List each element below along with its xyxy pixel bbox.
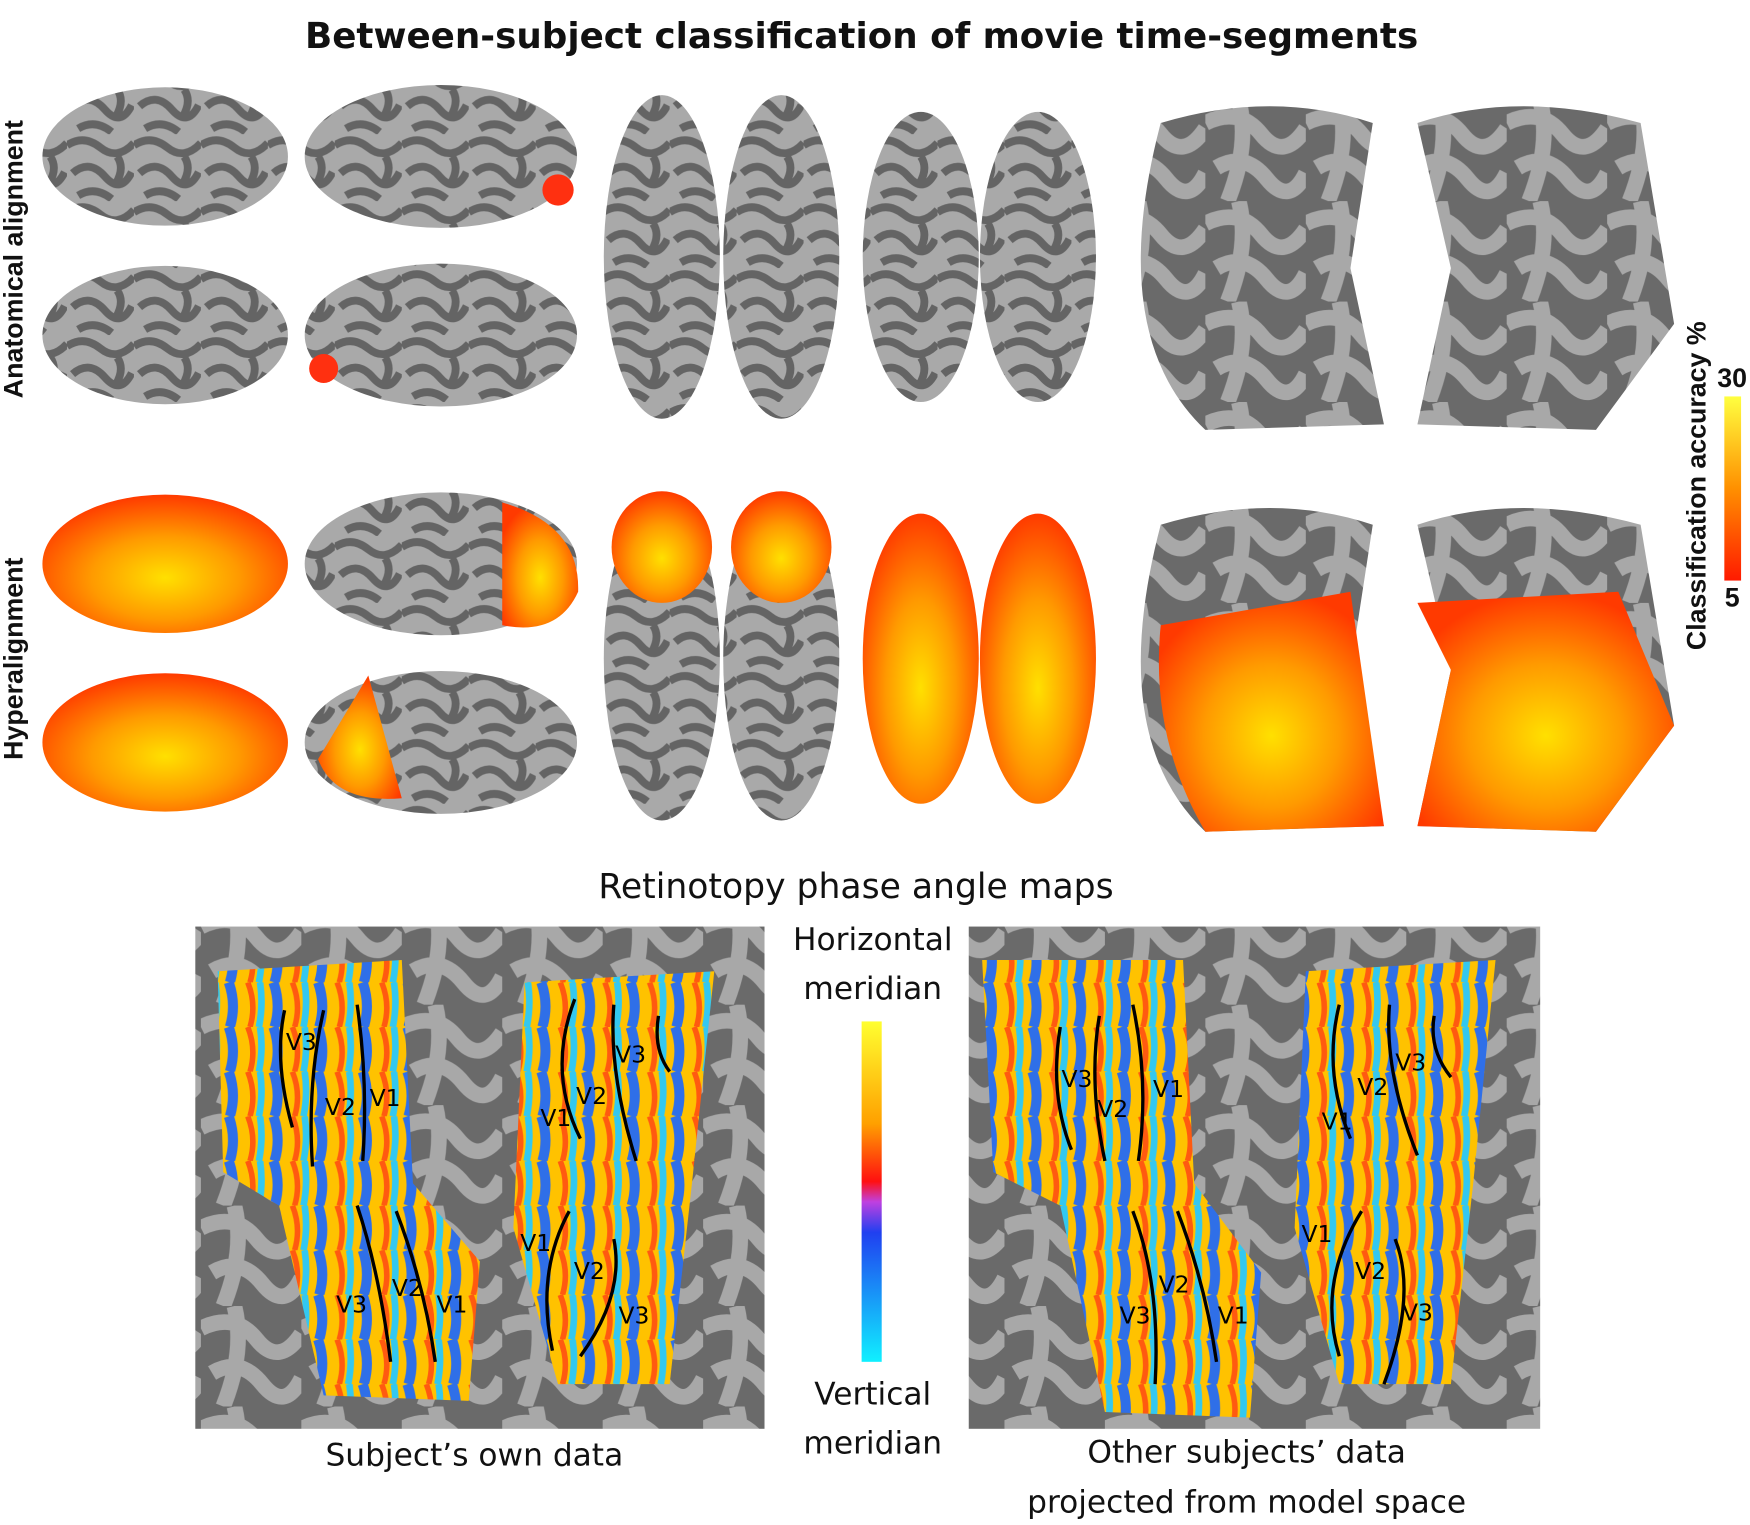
panel-caption: Subject’s own data <box>325 1438 623 1474</box>
area-label: V2 <box>392 1274 423 1302</box>
panel-caption: Other subjects’ data <box>1087 1434 1405 1470</box>
hyperalignment-brains <box>42 491 1675 832</box>
legend-top: Horizontal <box>793 922 953 958</box>
colorbar-max: 30 <box>1717 363 1747 393</box>
phase-colorbar <box>861 1021 882 1362</box>
area-label: V3 <box>1120 1302 1151 1330</box>
title: Between-subject classification of movie … <box>305 16 1418 57</box>
area-label: V2 <box>1357 1073 1388 1101</box>
anatomical-brains <box>42 85 1675 430</box>
legend-bottom: meridian <box>803 1425 942 1461</box>
area-label: V2 <box>325 1093 356 1121</box>
legend-top: meridian <box>803 971 942 1007</box>
area-label: V3 <box>1395 1048 1426 1076</box>
row-label: Hyperalignment <box>0 557 29 759</box>
area-label: V3 <box>1062 1065 1093 1093</box>
area-label: V1 <box>540 1104 571 1132</box>
area-label: V3 <box>286 1028 317 1056</box>
area-label: V2 <box>576 1082 607 1110</box>
accuracy-colorbar <box>1724 396 1742 581</box>
retinotopy-title: Retinotopy phase angle maps <box>598 867 1113 907</box>
legend-bottom: Vertical <box>814 1376 931 1412</box>
area-label: V1 <box>370 1084 401 1112</box>
area-label: V1 <box>1153 1075 1184 1103</box>
area-label: V3 <box>1402 1298 1433 1326</box>
colorbar-label: Classification accuracy % <box>1682 321 1712 650</box>
area-label: V2 <box>1097 1095 1128 1123</box>
area-label: V1 <box>520 1229 551 1257</box>
area-label: V1 <box>437 1291 468 1319</box>
retinotopy-maps <box>195 926 1541 1429</box>
area-label: V1 <box>1322 1107 1353 1135</box>
area-label: V3 <box>336 1291 367 1319</box>
area-label: V2 <box>574 1257 605 1285</box>
texts: Between-subject classification of movie … <box>0 16 1747 1461</box>
panel-caption: projected from model space <box>1027 1485 1466 1521</box>
area-label: V1 <box>1218 1302 1249 1330</box>
area-label: V2 <box>1159 1270 1190 1298</box>
area-label: V1 <box>1301 1220 1332 1248</box>
area-label: V2 <box>1355 1257 1386 1285</box>
area-label: V3 <box>615 1041 646 1069</box>
area-label: V3 <box>618 1302 649 1330</box>
row-label: Anatomical alignment <box>0 120 29 398</box>
colorbar-min: 5 <box>1725 583 1740 613</box>
